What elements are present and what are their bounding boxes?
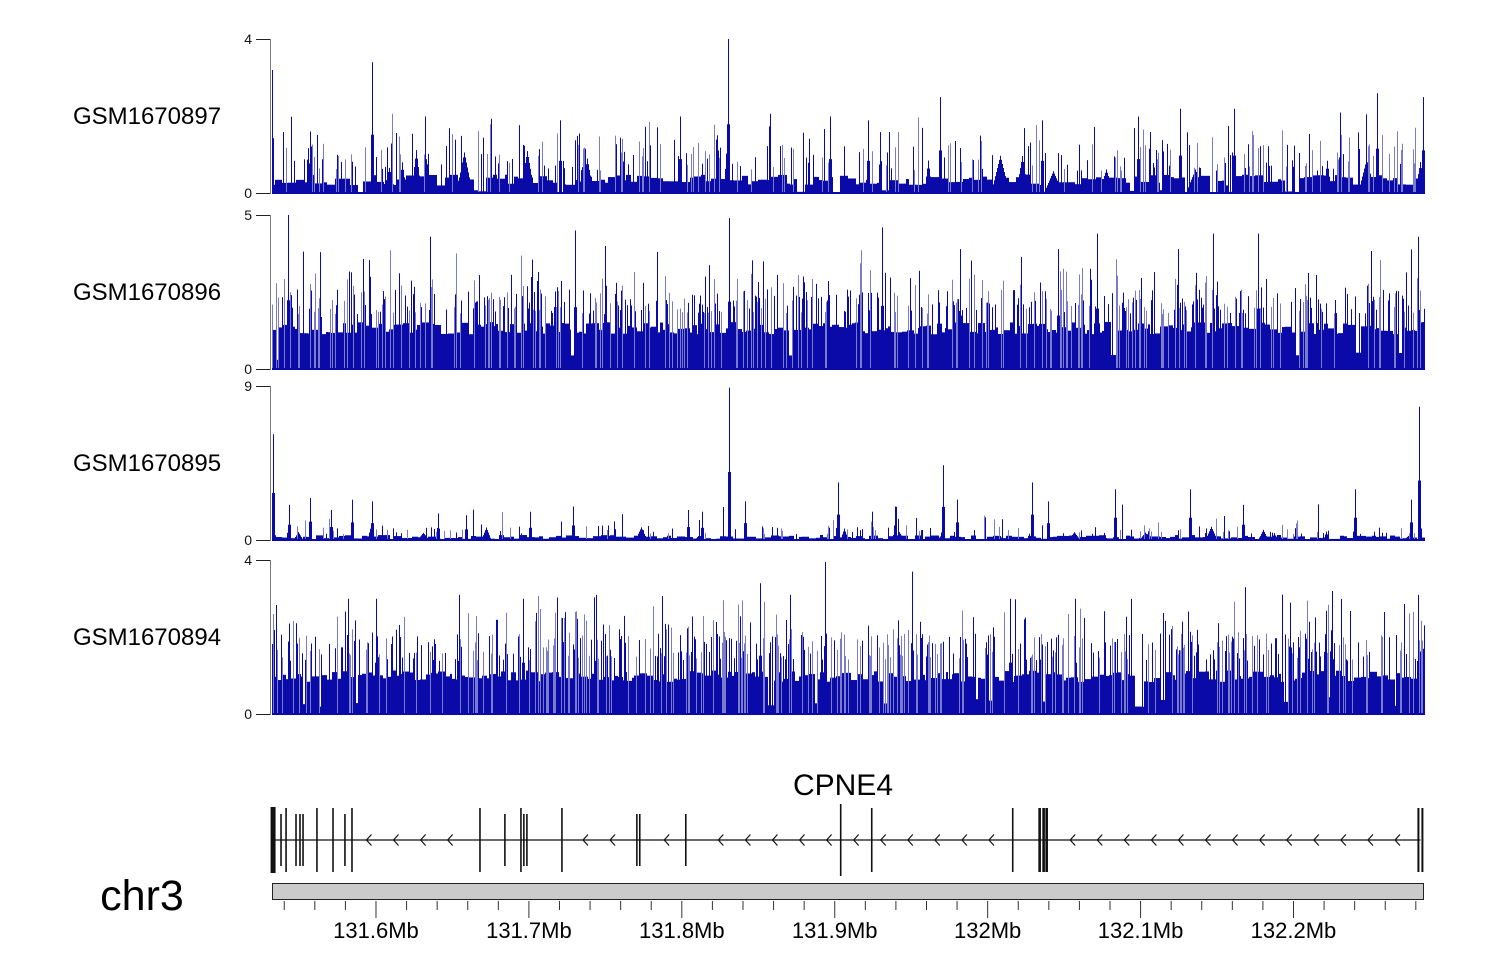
strand-direction-chevron-icon	[582, 834, 589, 846]
chromosome-name-label: chr3	[100, 872, 184, 920]
strand-direction-chevron-icon	[961, 834, 968, 846]
axis-tick-label: 132.1Mb	[1097, 918, 1184, 943]
strand-direction-chevron-icon	[1177, 834, 1184, 846]
y-axis-tick	[256, 714, 270, 715]
strand-direction-chevron-icon	[663, 834, 670, 846]
strand-direction-chevron-icon	[717, 834, 724, 846]
coverage-track-row: GSM1670894 4 0	[0, 552, 1500, 722]
coverage-track-row: GSM1670895 9 0	[0, 378, 1500, 548]
strand-direction-chevron-icon	[609, 834, 616, 846]
strand-direction-chevron-icon	[1285, 834, 1293, 846]
gene-model	[270, 804, 1424, 876]
chromosome-bar	[272, 883, 1424, 900]
y-axis-tick-label: 0	[244, 706, 252, 722]
track-label: GSM1670896	[72, 278, 222, 306]
axis-tick-label: 131.9Mb	[791, 918, 878, 943]
strand-direction-chevron-icon	[1204, 834, 1211, 846]
axis-tick-label: 131.7Mb	[486, 918, 572, 943]
strand-direction-chevron-icon	[934, 834, 941, 846]
strand-direction-chevron-icon	[1096, 834, 1103, 846]
strand-direction-chevron-icon	[392, 834, 399, 846]
strand-direction-chevron-icon	[1258, 834, 1266, 846]
strand-direction-chevron-icon	[419, 834, 427, 846]
y-axis-tick-label: 4	[244, 31, 252, 47]
strand-direction-chevron-icon	[906, 834, 914, 846]
axis-tick-label: 132Mb	[954, 918, 1022, 943]
track-label: GSM1670897	[72, 102, 222, 130]
chromosome-axis-ticks	[283, 901, 1417, 918]
strand-direction-chevron-icon	[771, 834, 778, 846]
strand-direction-chevron-icon	[988, 834, 995, 846]
y-axis-line	[270, 560, 271, 715]
strand-direction-chevron-icon	[744, 834, 751, 846]
coverage-signal-canvas	[272, 386, 1425, 541]
y-axis-line	[270, 386, 271, 541]
coverage-signal-canvas	[272, 39, 1425, 194]
coverage-signal-canvas	[272, 560, 1425, 715]
y-axis-tick	[256, 39, 270, 40]
track-label: GSM1670895	[72, 449, 222, 477]
axis-tick-label: 131.8Mb	[639, 918, 725, 943]
strand-direction-chevron-icon	[852, 834, 860, 846]
strand-direction-chevron-icon	[1367, 834, 1374, 846]
y-axis-line	[270, 39, 271, 194]
y-axis-line	[270, 215, 271, 370]
y-axis-tick-label: 4	[244, 552, 252, 568]
y-axis-tick	[256, 386, 270, 387]
y-axis-tick-label: 0	[244, 185, 252, 201]
coverage-signal-canvas	[272, 215, 1425, 370]
strand-direction-chevron-icon	[798, 834, 805, 846]
strand-direction-chevron-icon	[446, 834, 454, 846]
strand-direction-chevron-icon	[1123, 834, 1130, 846]
strand-direction-chevron-icon	[1312, 834, 1320, 846]
axis-tick-label: 132.2Mb	[1250, 918, 1337, 943]
y-axis-tick	[256, 560, 270, 561]
y-axis-tick	[256, 369, 270, 370]
coverage-track-row: GSM1670896 5 0	[0, 207, 1500, 377]
track-label: GSM1670894	[72, 623, 222, 651]
strand-direction-chevron-icon	[1231, 834, 1239, 846]
coverage-track-row: GSM1670897 4 0	[0, 31, 1500, 201]
strand-direction-chevron-icon	[1340, 834, 1347, 846]
axis-tick-label: 131.6Mb	[333, 918, 419, 943]
strand-direction-chevron-icon	[365, 834, 372, 846]
y-axis-tick-label: 0	[244, 532, 252, 548]
strand-direction-chevron-icon	[1150, 834, 1157, 846]
strand-direction-chevron-icon	[1069, 834, 1076, 846]
y-axis-tick-label: 5	[244, 207, 252, 223]
y-axis-tick	[256, 193, 270, 194]
y-axis-tick-label: 0	[244, 361, 252, 377]
gene-name-label: CPNE4	[792, 769, 894, 802]
strand-direction-chevron-icon	[825, 834, 833, 846]
strand-direction-chevron-icon	[879, 834, 887, 846]
strand-direction-chevron-icon	[1394, 834, 1401, 846]
y-axis-tick	[256, 540, 270, 541]
y-axis-tick	[256, 215, 270, 216]
y-axis-tick-label: 9	[244, 378, 252, 394]
